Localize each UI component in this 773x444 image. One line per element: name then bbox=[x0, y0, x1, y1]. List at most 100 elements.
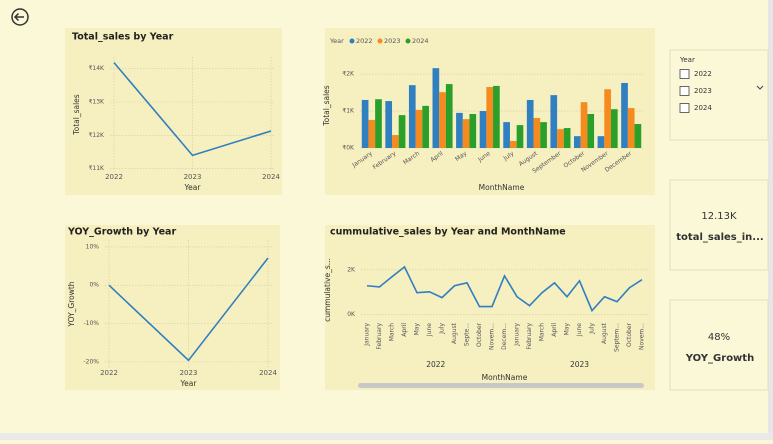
y-axis-label: Total_sales bbox=[322, 85, 331, 126]
line bbox=[108, 257, 269, 362]
scrollbar[interactable] bbox=[358, 383, 644, 388]
bar bbox=[398, 115, 406, 148]
bar bbox=[503, 122, 510, 148]
slicer-option: 2022 bbox=[694, 70, 712, 78]
x-tick-label: 2023 bbox=[180, 369, 198, 377]
x-tick-label: June bbox=[426, 323, 433, 337]
slicer-option: 2023 bbox=[694, 87, 712, 95]
bar bbox=[432, 68, 440, 148]
bar bbox=[479, 111, 487, 148]
bar bbox=[621, 82, 628, 148]
checkbox[interactable] bbox=[679, 86, 690, 96]
slicer-chevron[interactable] bbox=[756, 85, 764, 90]
x-axis-label: Year bbox=[184, 183, 202, 192]
bar bbox=[361, 99, 369, 148]
bar bbox=[557, 129, 564, 148]
x-tick-label: October bbox=[626, 322, 633, 347]
x-axis-label: Year bbox=[180, 379, 198, 388]
x-axis-label: MonthName bbox=[479, 183, 525, 192]
y-tick-label: 0% bbox=[89, 282, 99, 289]
bottom-bar bbox=[0, 433, 773, 440]
x-tick-label: January bbox=[514, 323, 521, 347]
legend-marker bbox=[349, 38, 355, 44]
bar bbox=[580, 102, 588, 148]
chart-title: cummulative_sales by Year and MonthName bbox=[330, 227, 566, 238]
bar bbox=[627, 108, 635, 148]
bar bbox=[486, 87, 494, 148]
y-axis-label: Total_sales bbox=[72, 94, 81, 135]
right-bar bbox=[768, 0, 773, 433]
back-button[interactable] bbox=[11, 8, 29, 26]
panel bbox=[65, 225, 280, 390]
bar bbox=[408, 85, 416, 148]
x-tick-label: 2023 bbox=[184, 173, 202, 181]
legend-marker bbox=[377, 38, 383, 44]
x-group-label: 2023 bbox=[570, 360, 589, 369]
bar bbox=[574, 136, 581, 148]
bar bbox=[439, 92, 446, 148]
x-tick-label: July bbox=[439, 323, 446, 335]
bar bbox=[368, 119, 376, 148]
bar bbox=[634, 123, 642, 148]
x-tick-label: 2022 bbox=[100, 369, 118, 377]
bar bbox=[422, 105, 429, 148]
bar bbox=[392, 135, 399, 148]
bar bbox=[550, 95, 558, 148]
card bbox=[669, 179, 769, 271]
y-tick-label: ₹11K bbox=[89, 165, 105, 172]
bar bbox=[526, 99, 534, 148]
bar bbox=[533, 118, 541, 148]
y-tick-label: -10% bbox=[83, 320, 99, 327]
legend-label: 2023 bbox=[384, 37, 401, 45]
bar bbox=[604, 89, 611, 148]
line bbox=[366, 265, 643, 313]
x-tick-label: July bbox=[589, 323, 596, 335]
y-tick-label: 10% bbox=[86, 243, 100, 250]
y-tick-label: ₹13K bbox=[89, 99, 105, 106]
bar bbox=[493, 85, 500, 148]
chart-title: YOY_Growth by Year bbox=[67, 227, 176, 238]
x-tick-label: March bbox=[539, 323, 546, 341]
card-label: YOY_Growth bbox=[685, 353, 754, 364]
card-value: 12.13K bbox=[701, 211, 737, 222]
card-label: total_sales_in... bbox=[676, 232, 763, 243]
x-tick-label: May bbox=[414, 323, 421, 336]
x-tick-label: 2024 bbox=[262, 173, 280, 181]
panel bbox=[65, 28, 282, 195]
checkbox[interactable] bbox=[679, 103, 690, 113]
bar bbox=[462, 119, 470, 148]
legend-marker bbox=[405, 38, 411, 44]
line bbox=[113, 62, 272, 157]
bar bbox=[456, 112, 463, 148]
x-tick-label: August bbox=[601, 322, 608, 344]
y-tick-label: 0K bbox=[347, 311, 356, 318]
x-tick-label: Novem... bbox=[489, 323, 496, 350]
x-tick-label: Septem... bbox=[614, 323, 621, 352]
legend-title: Year bbox=[329, 37, 344, 45]
x-tick-label: April bbox=[401, 323, 408, 337]
y-tick-label: -20% bbox=[83, 358, 99, 365]
slicer-option: 2024 bbox=[694, 104, 712, 112]
x-tick-label: May bbox=[564, 323, 571, 336]
bar bbox=[516, 125, 524, 148]
x-tick-label: April bbox=[551, 323, 558, 337]
x-tick-label: Decem... bbox=[501, 323, 508, 350]
x-tick-label: August bbox=[451, 322, 458, 344]
y-axis-label: cummulative_s... bbox=[323, 258, 332, 322]
y-tick-label: ₹1K bbox=[342, 108, 355, 115]
chart-title: Total_sales by Year bbox=[72, 32, 174, 43]
x-tick-label: 2024 bbox=[259, 369, 277, 377]
bar bbox=[385, 101, 393, 148]
bar bbox=[469, 114, 477, 148]
bar bbox=[509, 140, 517, 148]
slicer-title: Year bbox=[679, 56, 695, 64]
card-value: 48% bbox=[708, 332, 730, 343]
bar bbox=[415, 109, 423, 148]
panel bbox=[325, 225, 655, 390]
bar bbox=[610, 109, 618, 148]
checkbox[interactable] bbox=[679, 69, 690, 79]
x-tick-label: February bbox=[526, 323, 533, 350]
x-group-label: 2022 bbox=[426, 360, 445, 369]
